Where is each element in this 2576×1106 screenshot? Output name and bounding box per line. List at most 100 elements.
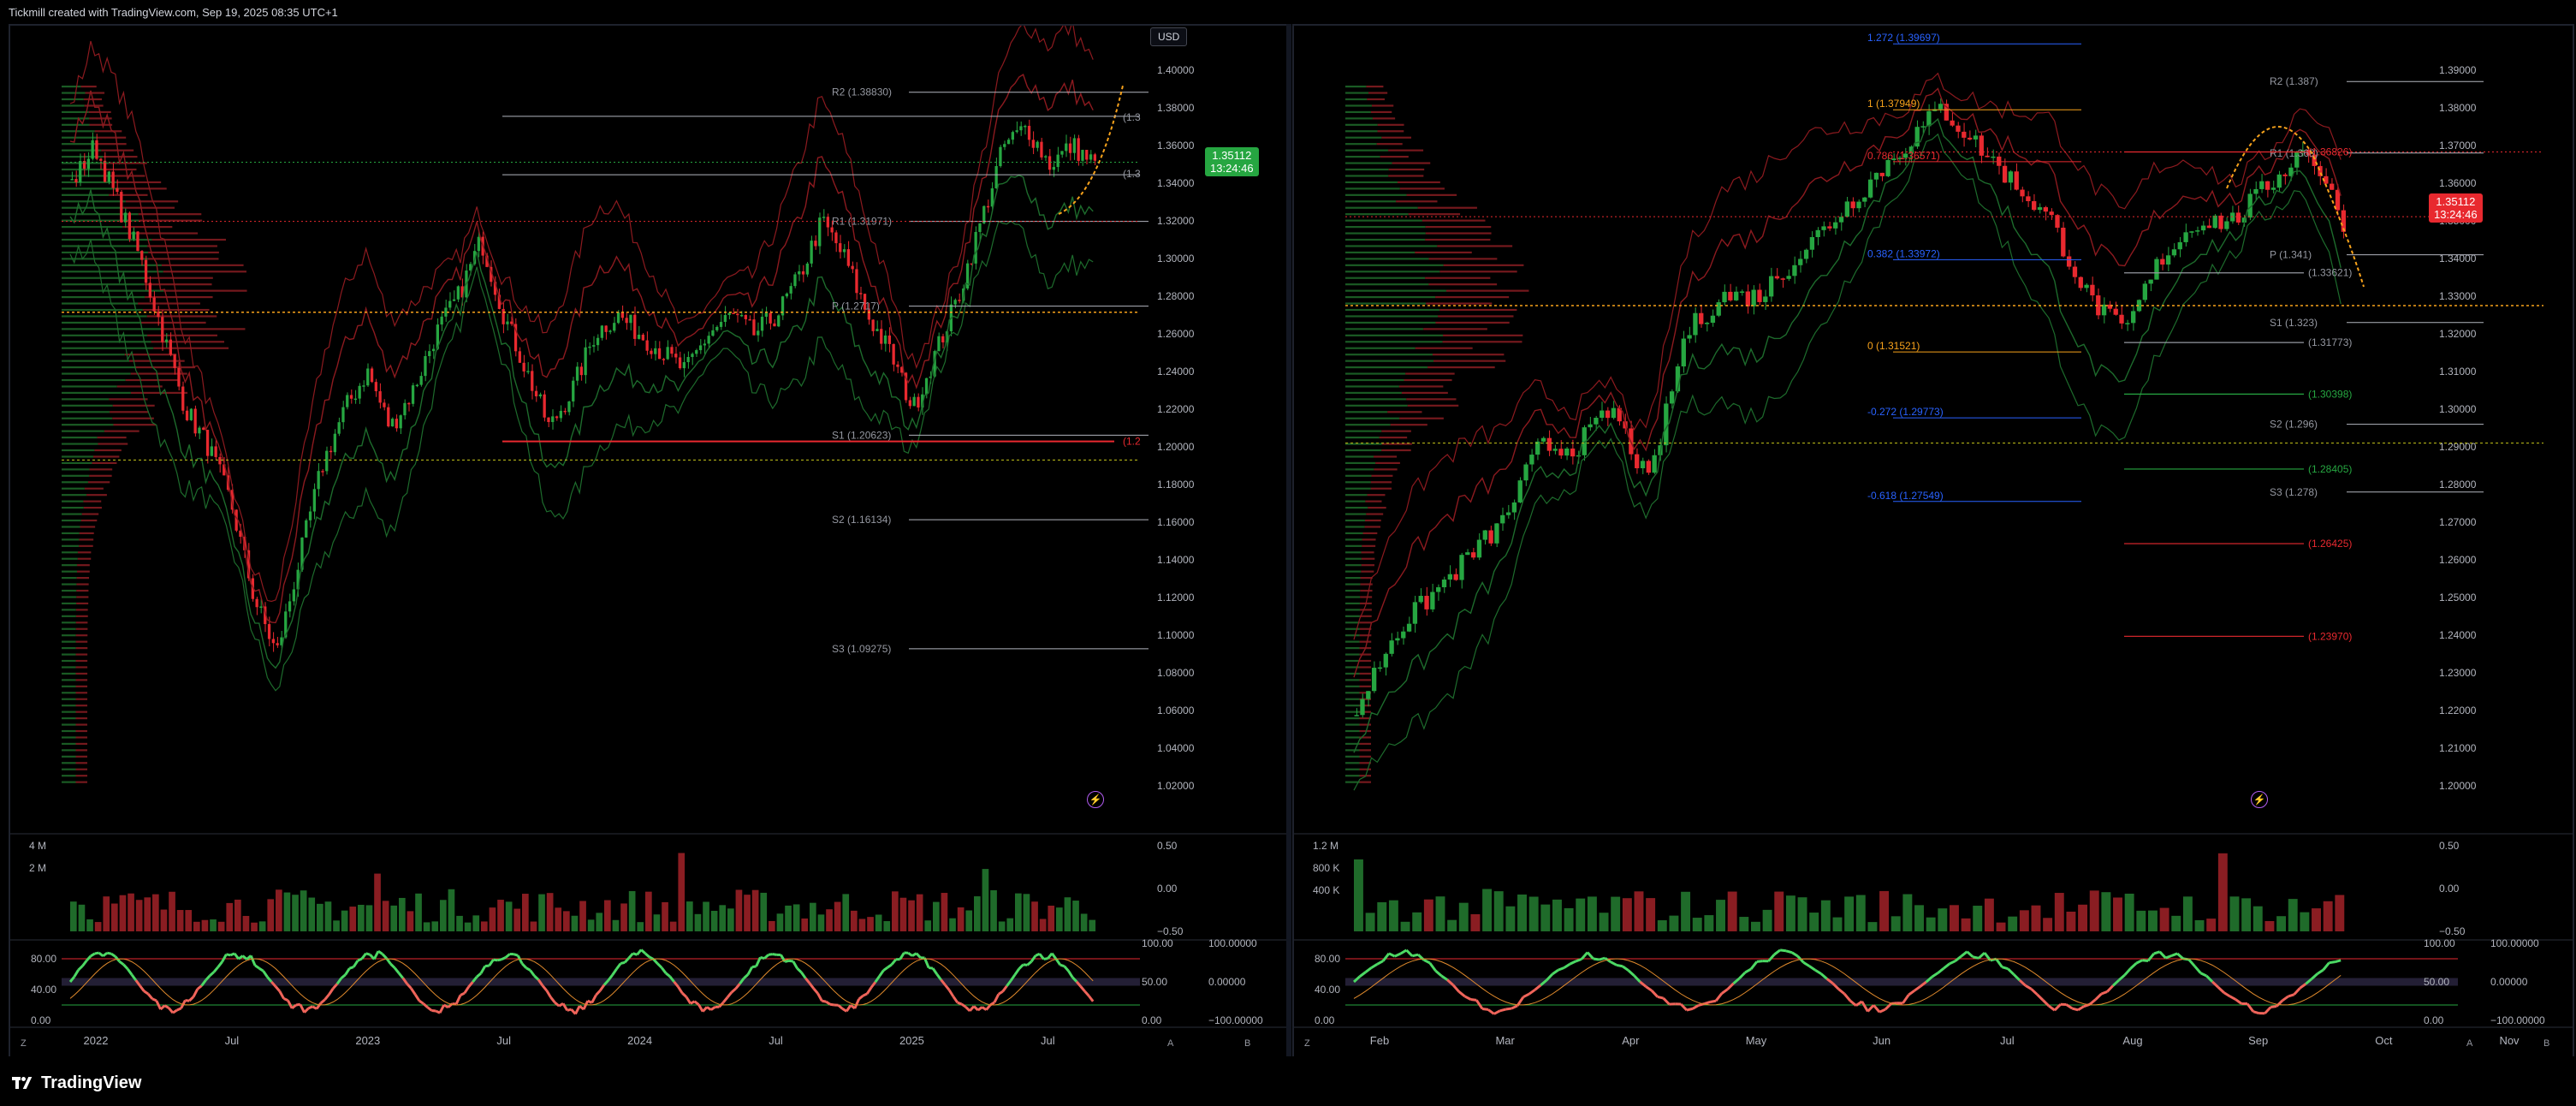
candle-body <box>567 401 571 413</box>
volume-profile-bar <box>1345 232 1426 235</box>
oscillator-line <box>233 952 240 960</box>
candle-body <box>132 231 135 240</box>
oscillator-line <box>435 1009 441 1014</box>
flash-icon[interactable]: ⚡ <box>1087 791 1104 808</box>
currency-button[interactable]: USD <box>1150 27 1188 46</box>
candle-body <box>2183 232 2188 242</box>
candle-body <box>448 300 452 308</box>
candle-body <box>822 217 826 218</box>
volume-profile-bar <box>107 175 145 177</box>
volume-profile-bar <box>62 404 113 407</box>
right-chart-panel[interactable]: 1.390001.380001.370001.360001.350001.340… <box>1292 24 2574 1060</box>
volume-profile-bar <box>62 602 77 605</box>
volume-profile-bar <box>62 749 76 752</box>
volume-bar <box>1031 901 1038 931</box>
candle-body <box>1600 410 1605 419</box>
oscillator-line <box>139 984 145 992</box>
volume-profile-bar <box>116 385 163 388</box>
volume-profile-bar <box>1345 647 1360 650</box>
price-axis-label: 1.14000 <box>1157 554 1195 566</box>
volume-bar <box>776 913 784 931</box>
candle-body <box>2276 174 2282 188</box>
candle-body <box>1652 455 1657 473</box>
volume-profile-bar <box>62 430 104 432</box>
candle-body <box>424 356 427 377</box>
volume-profile-bar <box>1345 411 1388 413</box>
volume-bar <box>1634 891 1644 931</box>
volume-bar <box>571 915 579 931</box>
candle-body <box>654 348 657 354</box>
volume-profile-bar <box>62 519 81 522</box>
candle-body <box>1681 338 1686 367</box>
volume-profile-bar <box>1345 398 1407 401</box>
volume-profile-bar <box>62 181 116 184</box>
volume-profile-bar <box>1345 276 1426 279</box>
candle-body <box>2200 225 2206 231</box>
oscillator-line <box>1054 958 1062 966</box>
panel-separator[interactable] <box>1286 24 1291 1056</box>
oscillator-line <box>763 954 770 960</box>
volume-bar <box>990 889 997 931</box>
volume-axis-label: 400 K <box>1313 884 1339 896</box>
volume-bar <box>2008 916 2018 931</box>
volume-profile-bar <box>62 705 76 707</box>
volume-profile-bar <box>75 609 88 611</box>
volume-profile-bar <box>97 136 127 139</box>
candle-body <box>111 171 115 188</box>
volume-profile-bar <box>62 136 98 139</box>
volume-profile-bar <box>1345 187 1400 190</box>
oscillator-line <box>935 973 942 981</box>
volume-bar <box>1950 905 1959 931</box>
candle-body <box>789 286 792 294</box>
volume-bar <box>176 910 184 931</box>
chart-control-a: A <box>2466 1038 2473 1049</box>
volume-profile-bar <box>1426 302 1493 305</box>
candle-body <box>1052 167 1055 170</box>
volume-profile-bar <box>1359 729 1372 733</box>
price-axis-label: 1.25000 <box>2439 592 2477 604</box>
volume-profile-bar <box>148 251 219 254</box>
tradingview-logo[interactable]: TradingView <box>12 1073 141 1093</box>
oscillator-line <box>1540 978 1548 986</box>
oscillator-line <box>1808 965 1816 972</box>
bollinger-lower <box>69 175 1094 669</box>
candle-body <box>210 446 213 456</box>
oscillator-line <box>68 976 75 983</box>
candle-body <box>2101 304 2107 316</box>
volume-profile-bar <box>62 513 82 515</box>
candle-body <box>698 345 703 351</box>
volume-profile-bar <box>1443 334 1523 336</box>
volume-profile-bar <box>76 577 90 580</box>
candle-body <box>814 241 817 247</box>
candle-body <box>1640 461 1646 468</box>
oscillator-line <box>800 972 807 979</box>
volume-bar <box>694 913 702 931</box>
volume-bar <box>489 907 496 931</box>
candle-body <box>136 231 139 252</box>
flash-icon[interactable]: ⚡ <box>2251 791 2268 808</box>
volume-profile-bar <box>1345 443 1382 445</box>
volume-profile-bar <box>138 302 200 305</box>
oscillator-line <box>665 972 671 978</box>
volume-profile-bar <box>1345 200 1397 203</box>
right-chart-canvas[interactable]: 1.390001.380001.370001.360001.350001.340… <box>1294 26 2573 1058</box>
volume-profile-bar <box>1345 98 1368 101</box>
volume-bar <box>1587 896 1597 931</box>
oscillator-line <box>188 996 195 1002</box>
candle-body <box>1745 291 1750 306</box>
volume-profile-bar <box>1404 378 1452 382</box>
volume-bar <box>267 899 275 931</box>
volume-bar <box>2019 910 2029 931</box>
volume-profile-bar <box>97 143 127 146</box>
oscillator-line <box>1925 976 1933 984</box>
volume-bar <box>620 903 627 931</box>
level-label: (1.31773) <box>2308 336 2352 348</box>
volume-profile-bar <box>1345 271 1440 273</box>
candle-body <box>387 407 390 427</box>
oscillator-line <box>77 965 84 972</box>
oscillator-line <box>254 964 260 970</box>
oscillator-line <box>2311 972 2318 980</box>
candle-body <box>513 324 518 352</box>
left-chart-panel[interactable]: 1.40000 1.38000 1.36000 1.34000 1.32000 1.300… <box>9 24 1289 1060</box>
left-chart-canvas[interactable]: 1.400001.380001.360001.340001.320001.300… <box>10 26 1287 1058</box>
